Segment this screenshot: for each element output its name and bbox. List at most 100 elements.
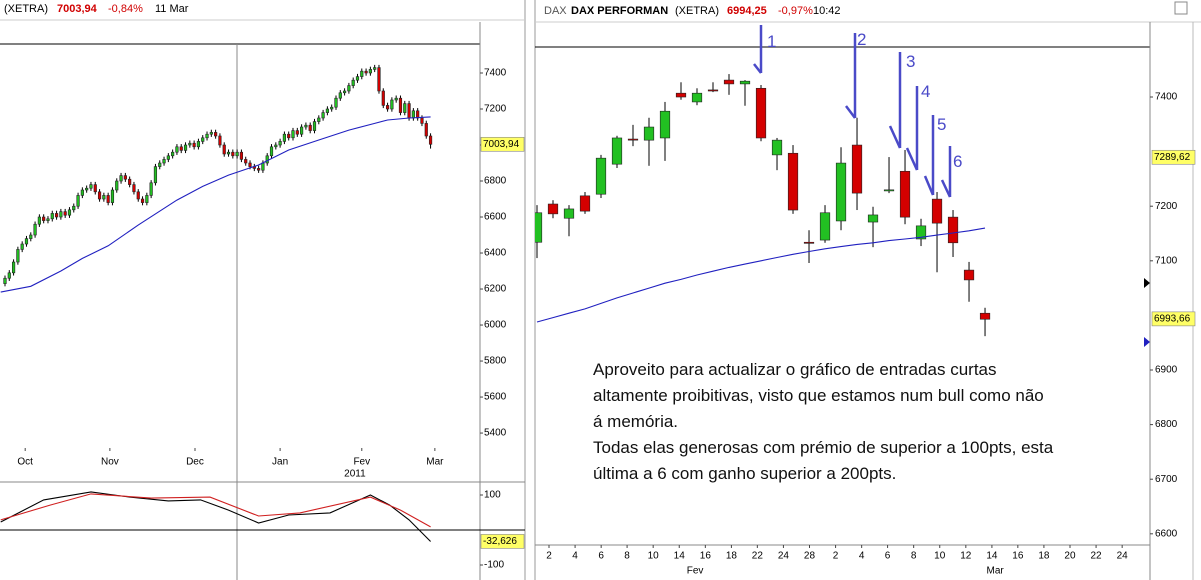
- time: 10:42: [813, 5, 841, 17]
- candle-body: [179, 146, 183, 151]
- candle-body: [403, 103, 407, 113]
- x-tick-label: 12: [960, 551, 972, 562]
- arrow-head: [753, 63, 762, 74]
- price-label: -32,626: [483, 536, 517, 547]
- y-tick-label: 6800: [1155, 419, 1178, 430]
- annotations: 1 2 3 4 5 6: [753, 25, 962, 198]
- candle-body: [261, 162, 265, 171]
- candle-body: [29, 234, 33, 239]
- candle-body: [330, 106, 334, 110]
- series-line: [0, 491, 431, 542]
- candle-body: [707, 89, 719, 92]
- x-tick-label: Nov: [101, 457, 119, 468]
- candle-body: [416, 110, 420, 119]
- candle-body: [93, 184, 97, 193]
- candle-body: [214, 132, 218, 137]
- candle-body: [72, 205, 76, 211]
- candle-body: [248, 162, 252, 167]
- candle-body: [115, 180, 119, 191]
- candle-body: [166, 155, 170, 160]
- exchange: (XETRA): [4, 3, 48, 15]
- annotation-label: 1: [767, 32, 776, 51]
- candle-body: [312, 121, 317, 131]
- price-box: [1151, 149, 1196, 165]
- price-box: [1151, 311, 1196, 327]
- candle-body: [659, 110, 671, 139]
- x-tick-label: 4: [572, 551, 578, 562]
- x-tick-label: 2: [546, 551, 552, 562]
- candle-body: [360, 70, 364, 77]
- candle-body: [787, 152, 799, 211]
- candle-body: [42, 216, 46, 221]
- candle-body: [308, 124, 312, 131]
- candle-body: [347, 85, 351, 92]
- y-tick-label: 6900: [1155, 365, 1178, 376]
- candle-body: [373, 67, 377, 70]
- x-tick-label: Jan: [272, 457, 288, 468]
- note-line: última a 6 com ganho superior a 200pts.: [593, 464, 896, 483]
- candle-body: [819, 212, 831, 241]
- candle-body: [317, 117, 321, 122]
- series-line: [0, 493, 431, 528]
- candle-body: [145, 195, 149, 203]
- candle-body: [11, 261, 16, 274]
- plot-area: [0, 64, 433, 293]
- candle-body: [183, 144, 188, 151]
- plot-area: [535, 74, 991, 337]
- candle-body: [119, 175, 123, 182]
- series-line: [536, 227, 986, 323]
- candle-body: [54, 213, 59, 218]
- price: 7003,94: [57, 3, 98, 15]
- marker: [1144, 337, 1150, 347]
- candle-body: [675, 92, 687, 98]
- candle-body: [351, 79, 355, 86]
- candle-body: [97, 191, 102, 200]
- candle-body: [205, 133, 209, 139]
- candle-body: [24, 238, 29, 245]
- candle-body: [222, 144, 226, 155]
- y-tick-label: 100: [484, 490, 501, 501]
- y-tick-label: 5800: [484, 356, 507, 367]
- candle-body: [257, 168, 261, 171]
- candle-body: [883, 189, 895, 192]
- x-tick-label: 22: [1091, 551, 1103, 562]
- candle-body: [334, 97, 338, 108]
- candle-body: [80, 189, 84, 196]
- candle-body: [106, 195, 110, 203]
- x-tick-label: 16: [1012, 551, 1024, 562]
- y-tick-label: 6600: [484, 212, 507, 223]
- candle-body: [132, 184, 136, 193]
- y-tick-label: 7400: [484, 68, 507, 79]
- candle-body: [563, 208, 575, 219]
- candle-body: [947, 216, 959, 244]
- annotation-label: 5: [937, 115, 946, 134]
- candle-body: [231, 151, 235, 157]
- candle-body: [85, 187, 89, 191]
- arrow-head: [905, 147, 919, 171]
- candle-body: [963, 269, 975, 281]
- candle-body: [390, 99, 394, 110]
- candle-body: [355, 76, 360, 81]
- candle-body: [627, 138, 639, 141]
- candle-body: [691, 92, 703, 103]
- annotation-label: 4: [921, 82, 930, 101]
- candle-body: [123, 175, 127, 180]
- x-tick-label: 8: [911, 551, 917, 562]
- candle-body: [209, 132, 213, 135]
- x-tick-label: 14: [986, 551, 998, 562]
- series-line: [0, 116, 431, 293]
- x-tick-label: 18: [726, 551, 738, 562]
- candle-body: [300, 126, 304, 135]
- y-tick-label: 5600: [484, 392, 507, 403]
- x-tick-label: 2: [833, 551, 839, 562]
- y-tick-label: 6600: [1155, 528, 1178, 539]
- marker: [1144, 278, 1150, 288]
- annotation-label: 6: [953, 152, 962, 171]
- x-tick-label: 14: [674, 551, 686, 562]
- x-tick-label: 24: [778, 551, 790, 562]
- candle-body: [424, 123, 428, 137]
- window-button[interactable]: [1174, 1, 1188, 15]
- candle-body: [428, 135, 433, 145]
- chart: 100 -100 -32,626: [0, 490, 525, 571]
